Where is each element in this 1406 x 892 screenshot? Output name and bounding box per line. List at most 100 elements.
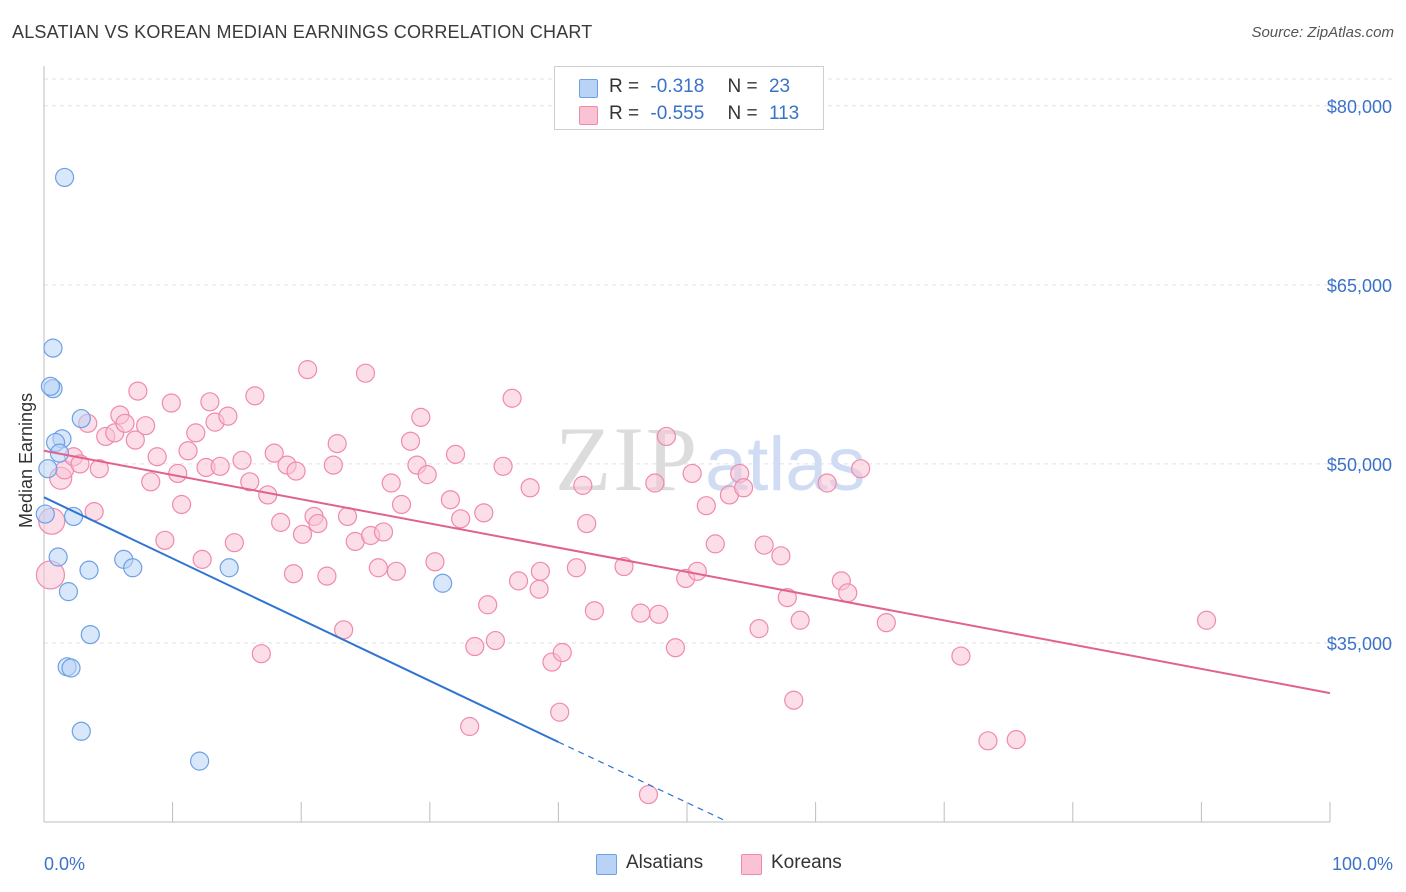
data-point-alsatians (63, 506, 84, 527)
trend-lines (43, 449, 1331, 822)
legend-n-value: 113 (768, 103, 800, 124)
legend-r-label: R = (609, 103, 640, 124)
data-point-koreans (451, 509, 471, 529)
gridlines (44, 78, 1392, 644)
data-point-koreans (327, 434, 347, 454)
data-point-koreans (161, 393, 181, 413)
data-point-koreans (135, 416, 156, 436)
legend-r-value: -0.555 (650, 103, 705, 124)
x-tick-label-max: 100.0% (1332, 854, 1393, 874)
data-point-koreans (474, 503, 494, 523)
data-point-alsatians (38, 459, 58, 479)
legend-swatch-alsatians (579, 79, 598, 98)
data-point-alsatians (123, 558, 143, 578)
data-point-koreans (440, 490, 460, 510)
data-point-koreans (508, 571, 529, 591)
data-point-koreans (493, 456, 513, 476)
data-point-koreans (552, 642, 572, 663)
data-point-koreans (411, 407, 431, 427)
data-point-koreans (584, 601, 605, 621)
data-point-koreans (460, 716, 480, 737)
data-point-alsatians (71, 408, 91, 429)
data-point-koreans (754, 535, 774, 555)
tick-labels: $35,000 $50,000 $65,000 $80,000 0.0% 100.0% (44, 97, 1393, 874)
legend-r-value: -0.318 (650, 76, 705, 97)
data-point-koreans (141, 472, 161, 492)
data-point-koreans (218, 406, 238, 426)
trend-extension-alsatians (558, 741, 726, 822)
data-point-koreans (465, 636, 485, 657)
data-point-koreans (817, 473, 837, 493)
axes (43, 66, 1331, 823)
data-point-koreans (749, 619, 769, 639)
data-point-alsatians (80, 624, 100, 645)
data-point-koreans (125, 430, 145, 450)
data-point-koreans (645, 473, 665, 493)
data-point-koreans (687, 561, 707, 581)
data-point-koreans (200, 392, 220, 412)
data-point-koreans (631, 603, 651, 623)
data-point-koreans (614, 556, 634, 577)
data-point-alsatians (35, 504, 55, 524)
data-point-koreans (128, 381, 148, 401)
data-point-koreans (550, 702, 570, 722)
data-point-koreans (530, 561, 550, 581)
data-point-koreans (978, 731, 998, 751)
bottom-legend-swatch-alsatians (596, 854, 617, 875)
data-point-koreans (168, 463, 188, 484)
data-point-koreans (573, 475, 593, 495)
chart-title: ALSATIAN VS KOREAN MEDIAN EARNINGS CORRE… (12, 22, 593, 42)
data-point-koreans (445, 444, 466, 464)
data-point-alsatians (43, 338, 63, 358)
x-tick-label-min: 0.0% (44, 854, 85, 874)
data-point-alsatians (54, 167, 75, 188)
data-point-koreans (251, 644, 271, 664)
data-point-koreans (373, 522, 394, 542)
data-point-koreans (271, 512, 291, 532)
data-point-koreans (115, 413, 135, 433)
y-tick-label: $80,000 (1327, 97, 1392, 117)
data-point-koreans (386, 561, 406, 581)
trend-line-alsatians (43, 496, 559, 743)
y-tick-label: $65,000 (1327, 276, 1392, 296)
data-point-koreans (89, 459, 109, 479)
data-point-koreans (656, 426, 677, 447)
data-point-alsatians (40, 376, 61, 396)
series-alsatians-points (35, 167, 453, 771)
data-point-alsatians (219, 558, 239, 578)
data-point-koreans (355, 363, 376, 383)
data-point-koreans (283, 564, 304, 584)
data-point-koreans (323, 455, 343, 475)
data-point-koreans (876, 613, 896, 633)
data-point-koreans (682, 463, 702, 484)
data-point-koreans (417, 465, 437, 485)
data-point-koreans (240, 472, 260, 492)
legend-r-label: R = (609, 76, 640, 97)
data-point-koreans (210, 456, 230, 476)
data-point-koreans (391, 494, 412, 515)
data-point-koreans (784, 690, 804, 710)
data-point-koreans (368, 558, 388, 578)
data-point-koreans (1006, 730, 1026, 750)
legend-n-label: N = (727, 103, 758, 124)
source-label: Source: ZipAtlas.com (1251, 24, 1394, 41)
y-axis-label: Median Earnings (16, 393, 36, 528)
data-point-koreans (502, 388, 522, 408)
data-point-koreans (649, 604, 669, 624)
data-point-koreans (851, 459, 871, 479)
data-point-koreans (264, 443, 284, 463)
data-point-koreans (178, 441, 198, 461)
trend-line-koreans (43, 449, 1331, 695)
data-point-koreans (192, 549, 212, 569)
data-point-koreans (790, 610, 810, 630)
watermark-zip: ZIP (555, 408, 699, 510)
data-point-koreans (520, 478, 540, 498)
data-point-alsatians (48, 547, 68, 567)
data-point-koreans (777, 587, 797, 608)
data-point-koreans (292, 524, 313, 544)
correlation-legend: R = -0.318 N = 23 R = -0.555 N = 113 (554, 66, 824, 130)
data-point-koreans (232, 450, 252, 470)
data-point-koreans (485, 630, 505, 651)
data-point-koreans (224, 533, 244, 553)
data-point-koreans (317, 566, 337, 586)
